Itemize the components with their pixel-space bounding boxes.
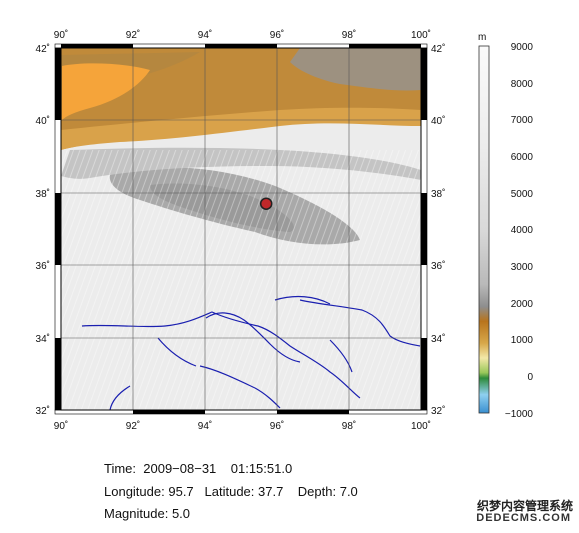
- lat-tick: 36˚: [36, 260, 50, 272]
- depth-label: Depth:: [297, 484, 337, 499]
- lat-tick: 36˚: [431, 260, 445, 272]
- longitude-value: 95.7: [168, 484, 194, 499]
- lat-ticks-left: 42˚ 40˚ 38˚ 36˚ 34˚ 32˚: [36, 43, 50, 417]
- lon-ticks-bottom: 90˚ 92˚ 94˚ 96˚ 98˚ 100˚: [54, 420, 431, 432]
- map-frame: [54, 43, 428, 415]
- colorbar-tick: 7000: [511, 115, 534, 126]
- lon-tick: 94˚: [198, 420, 212, 432]
- colorbar-tick: −1000: [505, 409, 534, 420]
- lat-tick: 42˚: [431, 43, 445, 55]
- epicenter-marker[interactable]: [259, 197, 273, 210]
- colorbar-tick: 3000: [511, 262, 534, 273]
- lat-tick: 32˚: [36, 405, 50, 417]
- lon-tick: 96˚: [270, 420, 284, 432]
- colorbar-unit: m: [478, 32, 486, 43]
- lat-tick: 38˚: [431, 188, 445, 200]
- lat-tick: 40˚: [36, 115, 50, 127]
- colorbar-tick: 0: [527, 372, 533, 383]
- magnitude-value: 5.0: [171, 506, 191, 521]
- colorbar-tick: 8000: [511, 79, 534, 90]
- colorbar-tick: 6000: [511, 152, 534, 163]
- lon-ticks-top: 90˚ 92˚ 94˚ 96˚ 98˚ 100˚: [54, 29, 431, 41]
- lon-tick: 92˚: [126, 420, 140, 432]
- lon-tick: 100˚: [411, 420, 431, 432]
- colorbar-tick: 5000: [511, 189, 534, 200]
- colorbar-tick: 9000: [511, 42, 534, 53]
- colorbar-tick: 1000: [511, 335, 534, 346]
- lat-tick: 40˚: [431, 115, 445, 127]
- magnitude-line: Magnitude: 5.0: [104, 506, 190, 521]
- event-date: 2009−08−31: [143, 461, 217, 476]
- magnitude-label: Magnitude:: [104, 506, 169, 521]
- lon-tick: 94˚: [198, 29, 212, 41]
- time-line: Time: 2009−08−31 01:15:51.0: [104, 461, 292, 476]
- rivers: [81, 295, 421, 410]
- time-label: Time:: [104, 461, 137, 476]
- latitude-label: Latitude:: [204, 484, 255, 499]
- lat-ticks-right: 42˚ 40˚ 38˚ 36˚ 34˚ 32˚: [431, 43, 445, 417]
- lat-tick: 32˚: [431, 405, 445, 417]
- colorbar-tick: 2000: [511, 299, 534, 310]
- lat-tick: 34˚: [36, 333, 50, 345]
- elevation-colorbar: m 9000 8000 7000 6000 5000 4000 3000 200…: [478, 32, 533, 420]
- terrain-layer: [61, 48, 421, 410]
- latitude-value: 37.7: [258, 484, 284, 499]
- colorbar-scale: [478, 45, 490, 414]
- lon-tick: 96˚: [270, 29, 284, 41]
- lat-tick: 38˚: [36, 188, 50, 200]
- watermark-domain: DEDECMS.COM: [476, 512, 571, 524]
- lon-tick: 100˚: [411, 29, 431, 41]
- graticule: [61, 48, 421, 410]
- location-line: Longitude: 95.7 Latitude: 37.7 Depth: 7.…: [104, 484, 358, 499]
- event-clock: 01:15:51.0: [230, 461, 293, 476]
- lon-tick: 92˚: [126, 29, 140, 41]
- lat-tick: 42˚: [36, 43, 50, 55]
- lon-tick: 98˚: [342, 420, 356, 432]
- lat-tick: 34˚: [431, 333, 445, 345]
- lon-tick: 98˚: [342, 29, 356, 41]
- lon-tick: 90˚: [54, 420, 68, 432]
- colorbar-tick: 4000: [511, 225, 534, 236]
- longitude-label: Longitude:: [104, 484, 165, 499]
- depth-value: 7.0: [339, 484, 358, 499]
- watermark-logo: 织梦内容管理系统: [476, 499, 573, 513]
- lon-tick: 90˚: [54, 29, 68, 41]
